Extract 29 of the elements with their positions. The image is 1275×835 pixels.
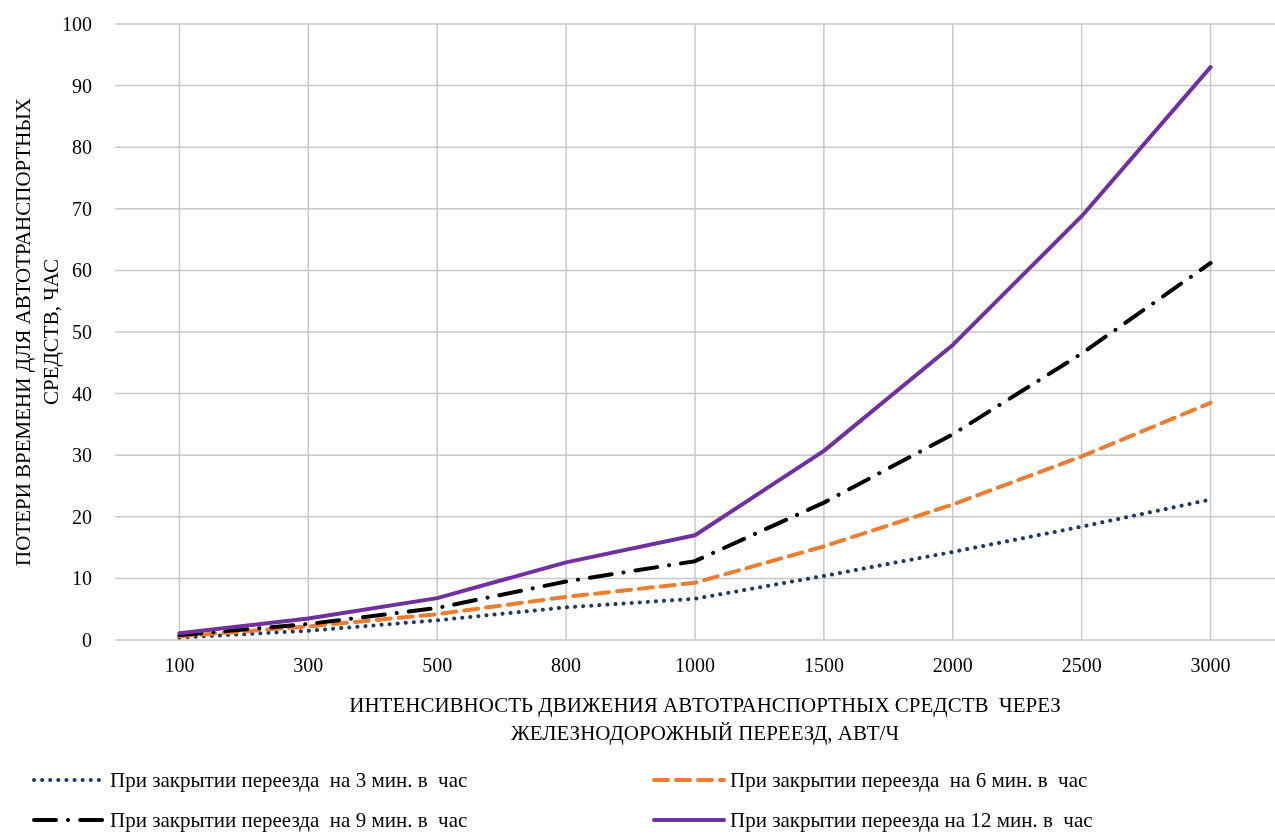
y-tick-label: 0 [82,629,92,651]
y-tick-label: 70 [72,197,92,220]
y-tick-label: 80 [72,136,92,159]
legend-label: При закрытии переезда на 3 мин. в час [110,768,468,793]
x-tick-label: 500 [422,654,453,676]
line-series [177,261,1213,638]
legend-label: При закрытии переезда на 12 мин. в час [730,808,1093,833]
y-tick-label: 60 [72,259,92,282]
y-tick-label: 40 [72,382,92,405]
legend-label: При закрытии переезда на 6 мин. в час [730,768,1088,793]
x-axis-title: ИНТЕНСИВНОСТЬ ДВИЖЕНИЯ АВТОТРАНСПОРТНЫХ СРЕДСТВ ЧЕРЕЗ ЖЕЛЕЗНОДОРОЖНЫЙ ПЕРЕЕЗД, АВТ/Ч [349,693,1061,745]
line-series [177,65,1213,636]
y-tick-label: 100 [62,13,92,35]
y-tick-label: 50 [72,321,92,343]
y-tick-label: 10 [72,567,92,590]
legend-label: При закрытии переезда на 9 мин. в час [110,808,468,833]
x-tick-label: 100 [164,654,195,676]
x-tick-label: 800 [551,654,582,676]
x-tick-label: 1000 [675,654,715,676]
x-tick-label: 3000 [1190,654,1231,676]
line-series [177,400,1213,639]
x-tick-label: 2500 [1061,654,1102,676]
y-tick-label: 20 [72,505,92,528]
x-tick-label: 1500 [803,654,844,676]
x-tick-label: 2000 [932,654,973,676]
y-tick-label: 90 [72,74,92,97]
y-axis-title: ПОТЕРИ ВРЕМЕНИ ДЛЯ АВТОТРАНСПОРТНЫХ СРЕДСТВ, ЧАС [11,97,63,567]
y-tick-label: 30 [72,444,92,467]
x-tick-label: 300 [293,654,324,676]
